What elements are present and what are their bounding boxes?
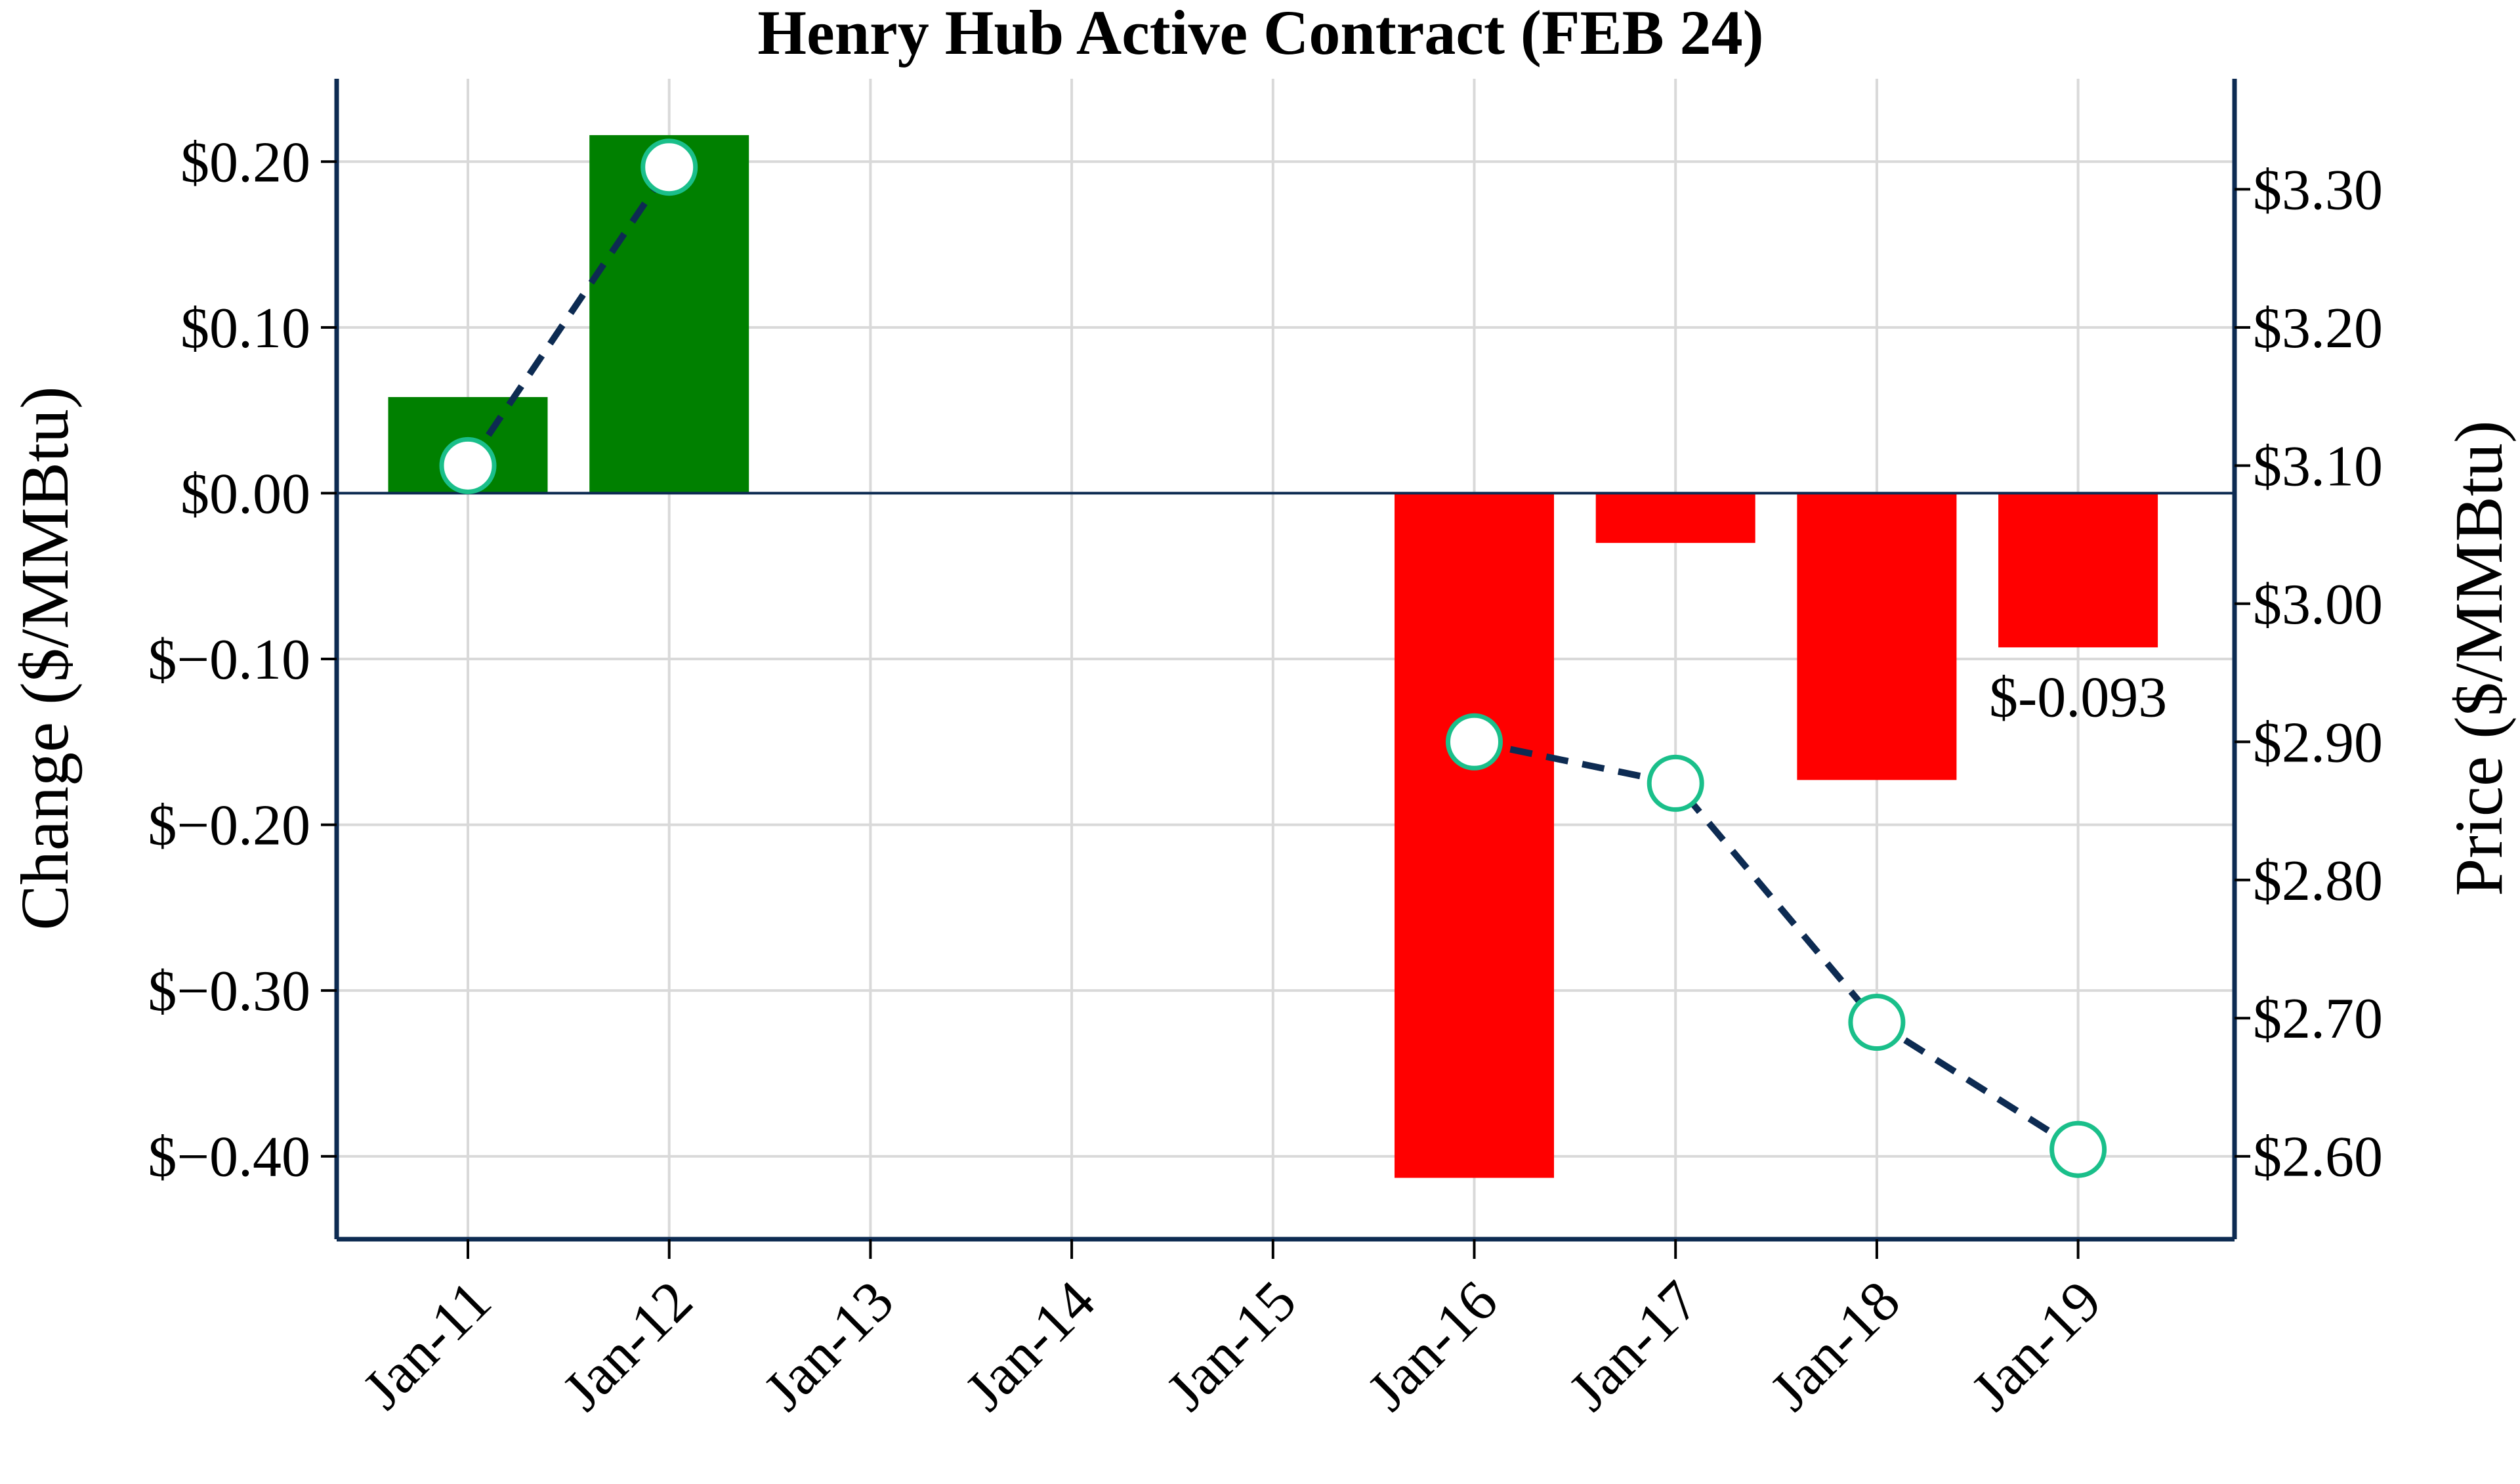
y-tick-label: $0.10	[180, 297, 310, 360]
price-line	[465, 165, 672, 468]
price-point	[1848, 994, 1906, 1051]
axes-layer	[321, 79, 2250, 1259]
y-tick-label: $0.20	[180, 131, 310, 194]
price-line	[1473, 738, 2080, 1153]
y2-tick-label: $3.10	[2253, 435, 2383, 498]
x-tick-label: Jan-16	[1356, 1269, 1509, 1423]
price-point	[640, 138, 698, 196]
price-point	[2049, 1120, 2107, 1178]
x-tick-label: Jan-19	[1960, 1269, 2113, 1423]
x-tick-label: Jan-15	[1154, 1269, 1308, 1423]
x-tick-label: Jan-14	[954, 1269, 1107, 1423]
chart-title: Henry Hub Active Contract (FEB 24)	[757, 0, 1763, 68]
y2-tick-label: $3.20	[2253, 297, 2383, 360]
y2-tick-label: $3.30	[2253, 158, 2383, 222]
y2-tick-label: $3.00	[2253, 573, 2383, 637]
y-axis-label: Change ($/MMBtu)	[7, 386, 83, 930]
y2-tick-label: $2.70	[2253, 987, 2383, 1051]
y-tick-label: $−0.20	[148, 794, 310, 858]
y-tick-label: $−0.30	[148, 960, 310, 1023]
price-point	[439, 436, 497, 494]
x-tick-label: Jan-12	[551, 1269, 704, 1423]
x-tick-label: Jan-11	[351, 1269, 503, 1422]
x-tick-label: Jan-17	[1557, 1269, 1711, 1423]
y2-tick-label: $2.80	[2253, 849, 2383, 913]
x-tick-label: Jan-13	[752, 1269, 906, 1423]
y-tick-label: $−0.10	[148, 628, 310, 692]
price-point	[1446, 713, 1503, 771]
y2-tick-label: $2.90	[2253, 711, 2383, 774]
label-layer: Jan-11 Jan-12 Jan-13 Jan-14 Jan-15 Jan-16 Jan-…	[148, 131, 2383, 1423]
change-bar	[1395, 493, 1554, 1178]
y-tick-label: $0.00	[180, 462, 310, 526]
y2-axis-label: Price ($/MMBtu)	[2441, 420, 2517, 896]
price-line-layer	[439, 138, 2107, 1178]
change-bar	[1998, 493, 2158, 648]
change-bar	[1595, 493, 1755, 543]
change-bar	[1797, 493, 1957, 780]
price-point	[1647, 754, 1704, 812]
bar-data-label: $-0.093	[1989, 666, 2167, 729]
y-tick-label: $−0.40	[148, 1126, 310, 1189]
y2-tick-label: $2.60	[2253, 1126, 2383, 1189]
x-tick-label: Jan-18	[1759, 1269, 1912, 1423]
